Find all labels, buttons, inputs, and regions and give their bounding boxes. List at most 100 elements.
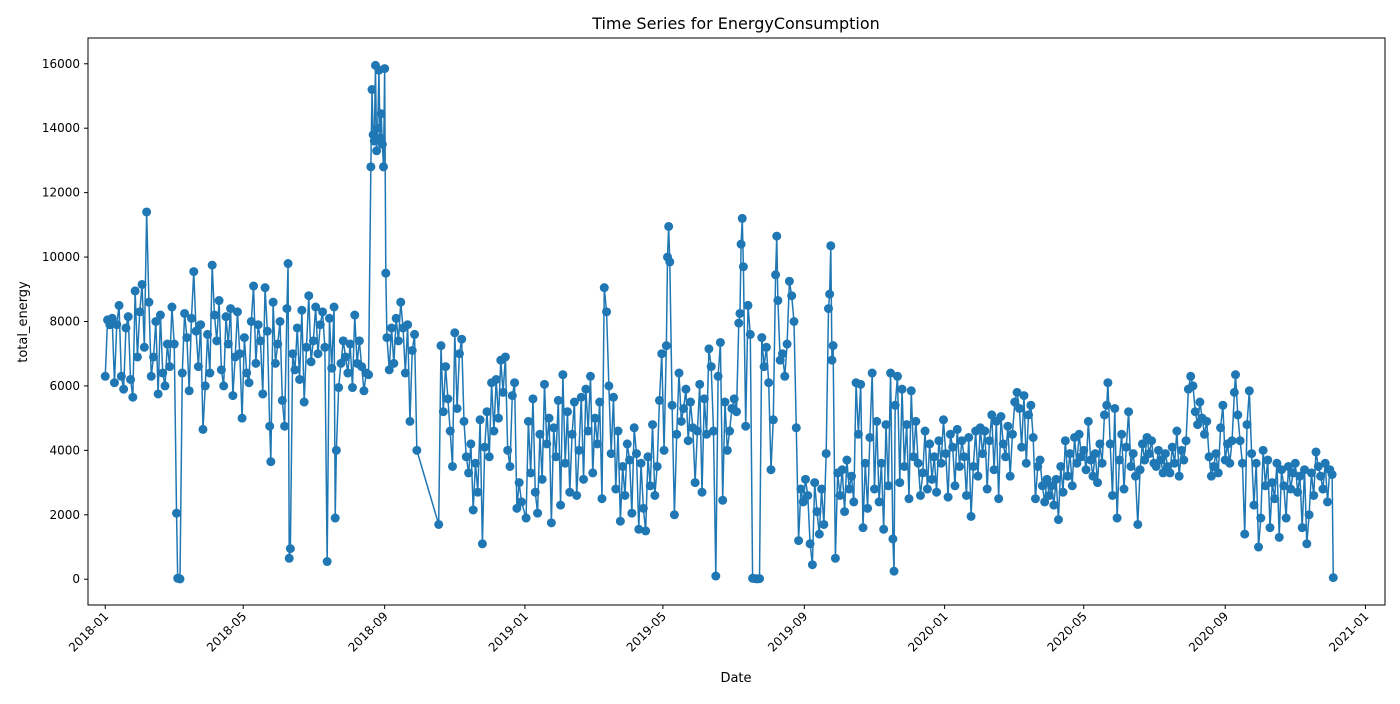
data-point <box>477 539 487 549</box>
x-tick-label: 2019-09 <box>765 609 810 654</box>
data-point <box>784 276 794 286</box>
data-point <box>567 429 577 439</box>
data-point <box>761 342 771 352</box>
data-point <box>966 511 976 521</box>
data-point <box>1313 461 1323 471</box>
data-point <box>180 308 190 318</box>
data-point <box>888 534 898 544</box>
data-point <box>773 296 783 306</box>
y-tick-label: 14000 <box>42 121 80 135</box>
data-point <box>927 474 937 484</box>
data-point <box>505 461 515 471</box>
data-point <box>1158 468 1168 478</box>
data-point <box>364 370 374 380</box>
data-point <box>925 439 935 449</box>
data-point <box>345 339 355 349</box>
data-point <box>354 336 364 346</box>
data-point <box>897 384 907 394</box>
data-point <box>203 329 213 339</box>
data-point <box>606 449 616 459</box>
data-point <box>112 320 122 330</box>
data-point <box>837 465 847 475</box>
data-point <box>544 413 554 423</box>
data-point <box>1240 529 1250 539</box>
data-point <box>198 424 208 434</box>
data-point <box>223 339 233 349</box>
data-point <box>941 449 951 459</box>
data-point <box>1003 421 1013 431</box>
data-point <box>189 267 199 277</box>
data-point <box>1121 442 1131 452</box>
data-point <box>1206 471 1216 481</box>
data-point <box>964 432 974 442</box>
data-point <box>906 386 916 396</box>
data-point <box>560 458 570 468</box>
data-point <box>659 445 669 455</box>
data-point <box>858 523 868 533</box>
data-point <box>764 378 774 388</box>
data-point <box>613 426 623 436</box>
data-point <box>576 392 586 402</box>
data-point <box>932 487 942 497</box>
data-point <box>1277 465 1287 475</box>
data-point <box>973 471 983 481</box>
data-point <box>533 508 543 518</box>
data-point <box>1267 478 1277 488</box>
data-point <box>480 442 490 452</box>
data-point <box>160 381 170 391</box>
data-point <box>273 339 283 349</box>
data-point <box>1249 500 1259 510</box>
data-point <box>1030 494 1040 504</box>
data-point <box>1035 455 1045 465</box>
data-point <box>158 368 168 378</box>
data-point <box>892 371 902 381</box>
data-point <box>1247 449 1257 459</box>
data-point <box>1327 470 1337 480</box>
data-point <box>704 344 714 354</box>
data-point <box>331 445 341 455</box>
data-point <box>1274 532 1284 542</box>
data-point <box>151 317 161 326</box>
data-point <box>301 342 311 352</box>
data-point <box>755 574 764 584</box>
data-point <box>507 391 517 401</box>
data-point <box>167 302 177 312</box>
data-point <box>789 317 799 326</box>
data-point <box>1130 471 1140 481</box>
data-point <box>193 362 203 372</box>
data-point <box>1297 523 1307 533</box>
data-point <box>725 426 735 436</box>
data-point <box>330 513 340 523</box>
data-point <box>996 412 1006 422</box>
data-point <box>1316 471 1326 481</box>
data-point <box>869 484 879 494</box>
data-point <box>329 302 339 312</box>
data-point <box>384 365 394 375</box>
data-point <box>255 336 265 346</box>
data-point <box>489 426 499 436</box>
data-point <box>934 436 944 446</box>
data-point <box>645 481 655 491</box>
data-point <box>805 539 815 549</box>
data-point <box>311 302 321 312</box>
y-axis-label: total_energy <box>16 281 31 363</box>
data-point <box>132 352 142 362</box>
data-point <box>798 497 808 507</box>
data-point <box>457 334 467 344</box>
data-point <box>625 455 635 465</box>
data-point <box>654 395 664 405</box>
data-point <box>1165 468 1175 478</box>
data-point <box>692 426 702 436</box>
data-point <box>280 421 290 431</box>
data-point <box>407 345 417 355</box>
data-point <box>244 378 254 388</box>
data-point <box>643 452 653 462</box>
data-point <box>713 371 723 381</box>
data-point <box>262 326 272 336</box>
y-tick-label: 16000 <box>42 57 80 71</box>
x-tick-label: 2020-05 <box>1045 609 1090 654</box>
data-point <box>998 439 1008 449</box>
data-point <box>232 307 242 317</box>
data-point <box>737 213 747 223</box>
